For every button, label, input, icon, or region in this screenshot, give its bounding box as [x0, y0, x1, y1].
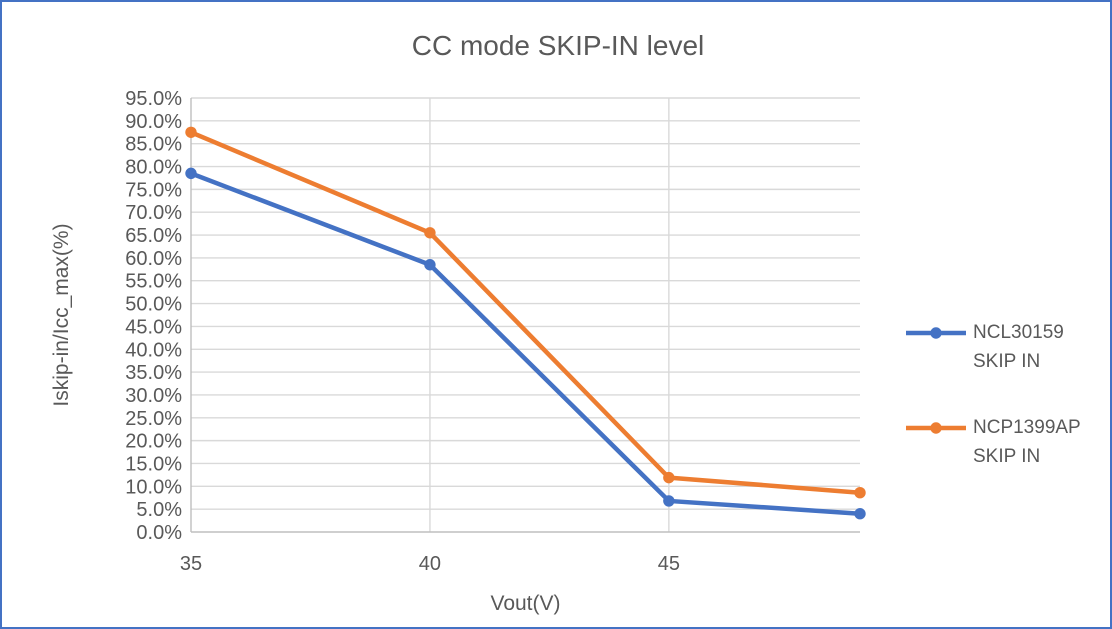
data-point-marker: [663, 471, 675, 484]
y-tick-label: 30.0%: [125, 385, 182, 407]
y-tick-label: 60.0%: [125, 248, 182, 270]
y-tick-label: 70.0%: [125, 202, 182, 224]
y-tick-label: 5.0%: [136, 499, 182, 521]
y-tick-label: 10.0%: [125, 476, 182, 498]
y-tick-label: 55.0%: [125, 271, 182, 293]
x-tick-label: 45: [658, 553, 680, 575]
y-tick-label: 40.0%: [125, 339, 182, 361]
y-axis-title: Iskip-in/Icc_max(%): [50, 223, 73, 407]
x-tick-label: 40: [419, 553, 441, 575]
legend-label-line1: NCL30159: [973, 322, 1064, 343]
x-axis-title: Vout(V): [490, 592, 561, 615]
legend-label: NCP1399AP SKIP IN: [973, 413, 1081, 471]
y-tick-label: 25.0%: [125, 408, 182, 430]
legend-item-ncp1399ap: NCP1399AP SKIP IN: [905, 413, 1081, 471]
y-tick-label: 85.0%: [125, 134, 182, 156]
legend-label-line1: NCP1399AP: [973, 417, 1081, 438]
legend-line-marker-icon: [906, 422, 966, 434]
x-tick-label: 35: [180, 553, 202, 575]
y-tick-label: 15.0%: [125, 453, 182, 475]
data-point-marker: [185, 126, 197, 138]
y-tick-label: 75.0%: [125, 179, 182, 201]
y-tick-label: 50.0%: [125, 294, 182, 316]
data-point-marker: [854, 487, 866, 499]
y-tick-label: 80.0%: [125, 157, 182, 179]
legend-label: NCL30159 SKIP IN: [973, 318, 1064, 376]
y-tick-label: 95.0%: [125, 88, 182, 110]
chart-title: CC mode SKIP-IN level: [411, 30, 705, 61]
data-point-marker: [663, 495, 675, 507]
legend: NCL30159 SKIP IN NCP1399AP SKIP IN: [905, 318, 1081, 471]
legend-label-line2: SKIP IN: [973, 351, 1041, 372]
y-tick-label: 0.0%: [136, 522, 182, 544]
series-line: [188, 130, 863, 495]
legend-item-ncl30159: NCL30159 SKIP IN: [905, 318, 1081, 376]
legend-label-line2: SKIP IN: [973, 446, 1041, 467]
data-point-marker: [185, 167, 197, 180]
series-line: [188, 171, 863, 516]
data-point-marker: [424, 259, 436, 271]
y-tick-label: 90.0%: [125, 111, 182, 133]
data-point-marker: [854, 508, 866, 520]
y-tick-label: 65.0%: [125, 225, 182, 247]
data-point-marker: [424, 227, 436, 239]
y-tick-label: 35.0%: [125, 362, 182, 384]
y-tick-label: 45.0%: [125, 316, 182, 338]
y-tick-label: 20.0%: [125, 431, 182, 453]
legend-line-marker-icon: [906, 327, 966, 339]
